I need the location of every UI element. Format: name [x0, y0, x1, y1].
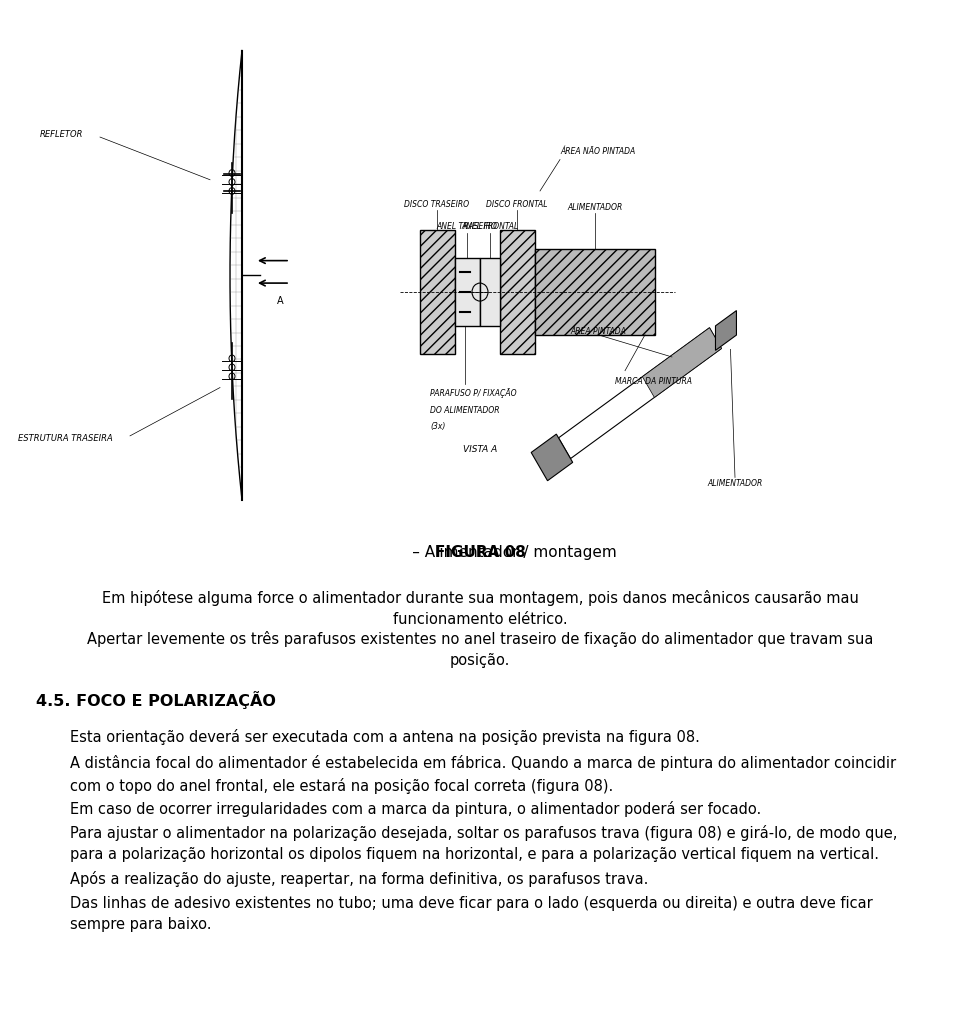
Polygon shape — [531, 434, 573, 481]
Text: Esta orientação deverá ser executada com a antena na posição prevista na figura : Esta orientação deverá ser executada com… — [70, 729, 700, 745]
Text: REFLETOR: REFLETOR — [40, 130, 84, 139]
Polygon shape — [559, 328, 722, 459]
Text: ALIMENTADOR: ALIMENTADOR — [708, 479, 762, 488]
Text: Para ajustar o alimentador na polarização desejada, soltar os parafusos trava (f: Para ajustar o alimentador na polarizaçã… — [70, 825, 898, 863]
Text: ESTRUTURA TRASEIRA: ESTRUTURA TRASEIRA — [18, 433, 112, 442]
Bar — [420, 230, 455, 354]
Text: Em hipótese alguma force o alimentador durante sua montagem, pois danos mecânico: Em hipótese alguma force o alimentador d… — [102, 590, 858, 627]
Text: Apertar levemente os três parafusos existentes no anel traseiro de fixação do al: Apertar levemente os três parafusos exis… — [86, 631, 874, 669]
Text: Em caso de ocorrer irregularidades com a marca da pintura, o alimentador poderá : Em caso de ocorrer irregularidades com a… — [70, 801, 761, 817]
Text: DO ALIMENTADOR: DO ALIMENTADOR — [430, 406, 499, 414]
Text: PARAFUSO P/ FIXAÇÃO: PARAFUSO P/ FIXAÇÃO — [430, 388, 516, 398]
Text: (3x): (3x) — [430, 422, 445, 431]
Polygon shape — [715, 310, 736, 350]
Text: ÁREA NÃO PINTADA: ÁREA NÃO PINTADA — [560, 147, 636, 157]
Text: ÁREA PINTADA: ÁREA PINTADA — [570, 327, 626, 336]
Text: – Alimentador / montagem: – Alimentador / montagem — [344, 545, 616, 560]
Text: ANEL FRONTAL: ANEL FRONTAL — [462, 222, 518, 231]
Text: A: A — [276, 296, 283, 306]
Bar — [455, 259, 480, 326]
Text: FIGURA 08: FIGURA 08 — [435, 545, 525, 560]
Text: ALIMENTADOR: ALIMENTADOR — [567, 203, 623, 212]
Text: ANEL TRASEIRO: ANEL TRASEIRO — [437, 222, 497, 231]
Text: Das linhas de adesivo existentes no tubo; uma deve ficar para o lado (esquerda o: Das linhas de adesivo existentes no tubo… — [70, 896, 873, 932]
Polygon shape — [642, 328, 722, 397]
Text: DISCO TRASEIRO: DISCO TRASEIRO — [404, 200, 469, 209]
Text: MARCA DA PINTURA: MARCA DA PINTURA — [615, 378, 692, 387]
Bar — [480, 259, 500, 326]
Text: A distância focal do alimentador é estabelecida em fábrica. Quando a marca de pi: A distância focal do alimentador é estab… — [70, 755, 897, 794]
Text: Após a realização do ajuste, reapertar, na forma definitiva, os parafusos trava.: Após a realização do ajuste, reapertar, … — [70, 871, 648, 887]
Text: DISCO FRONTAL: DISCO FRONTAL — [487, 200, 548, 209]
Text: 4.5. FOCO E POLARIZAÇÃO: 4.5. FOCO E POLARIZAÇÃO — [36, 691, 276, 709]
Text: VISTA A: VISTA A — [463, 444, 497, 453]
Bar — [535, 249, 655, 334]
Bar — [500, 230, 535, 354]
